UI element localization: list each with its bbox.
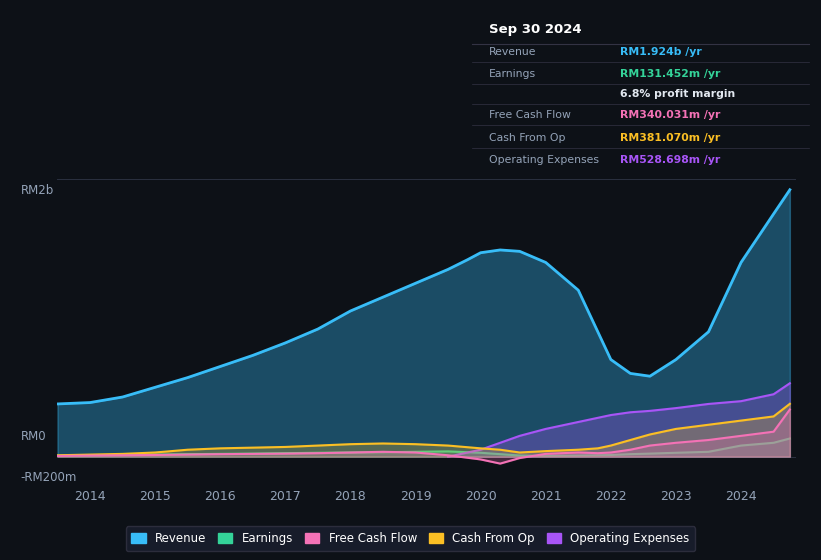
Text: Cash From Op: Cash From Op [489, 133, 566, 143]
Text: Earnings: Earnings [489, 69, 536, 80]
Text: RM381.070m /yr: RM381.070m /yr [620, 133, 721, 143]
Text: RM528.698m /yr: RM528.698m /yr [620, 156, 721, 166]
Text: RM131.452m /yr: RM131.452m /yr [620, 69, 721, 80]
Text: RM1.924b /yr: RM1.924b /yr [620, 46, 702, 57]
Text: Operating Expenses: Operating Expenses [489, 156, 599, 166]
Text: RM340.031m /yr: RM340.031m /yr [620, 110, 721, 120]
Text: RM2b: RM2b [21, 184, 53, 197]
Text: RM0: RM0 [21, 430, 46, 444]
Text: Free Cash Flow: Free Cash Flow [489, 110, 571, 120]
Text: -RM200m: -RM200m [21, 470, 77, 484]
Legend: Revenue, Earnings, Free Cash Flow, Cash From Op, Operating Expenses: Revenue, Earnings, Free Cash Flow, Cash … [126, 526, 695, 551]
Text: 6.8% profit margin: 6.8% profit margin [620, 89, 736, 99]
Text: Revenue: Revenue [489, 46, 536, 57]
Text: Sep 30 2024: Sep 30 2024 [489, 22, 581, 36]
